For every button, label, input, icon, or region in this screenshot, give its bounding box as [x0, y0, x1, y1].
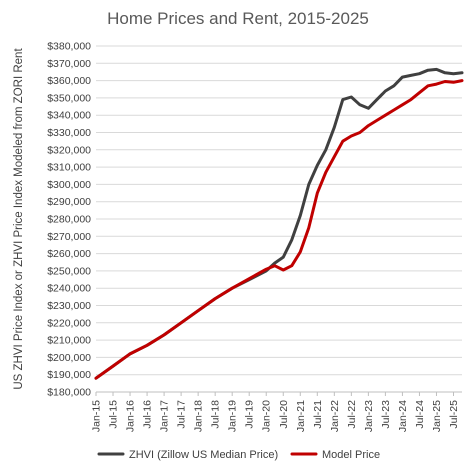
- y-tick-label: $310,000: [47, 162, 91, 174]
- y-tick-label: $210,000: [47, 335, 91, 347]
- y-tick-label: $330,000: [47, 127, 91, 139]
- x-tick-label: Jul-19: [244, 400, 256, 429]
- y-tick-label: $180,000: [47, 387, 91, 399]
- x-tick-label: Jan-25: [431, 400, 443, 432]
- model-price-series-line: [94, 79, 464, 380]
- x-tick-label: Jan-15: [91, 400, 103, 432]
- x-tick-label: Jan-20: [261, 400, 273, 432]
- y-tick-labels: $180,000 $190,000 $200,000 $210,000 $220,000…: [47, 41, 91, 399]
- x-tick-label: Jul-18: [210, 400, 222, 429]
- x-tick-label: Jul-21: [312, 400, 324, 429]
- y-tick-label: $260,000: [47, 248, 91, 260]
- y-tick-label: $230,000: [47, 300, 91, 312]
- legend: ZHVI (Zillow US Median Price) Model Price: [97, 449, 380, 461]
- y-tick-label: $320,000: [47, 144, 91, 156]
- x-tick-label: Jul-17: [176, 400, 188, 429]
- x-tick-label: Jul-15: [108, 400, 120, 429]
- y-tick-label: $220,000: [47, 317, 91, 329]
- zhvi-series-line: [94, 67, 464, 380]
- y-axis-title: US ZHVI Price Index or ZHVI Price Index …: [13, 48, 25, 390]
- x-tick-label: Jul-22: [346, 400, 358, 429]
- x-tick-label: Jan-24: [397, 400, 409, 432]
- y-tick-label: $200,000: [47, 352, 91, 364]
- y-tick-label: $370,000: [47, 58, 91, 70]
- series-lines: [94, 67, 464, 380]
- x-tick-label: Jan-16: [125, 400, 137, 432]
- x-tick-labels: Jan-15 Jul-15 Jan-16 Jul-16 Jan-17 Jul-17 Jan-…: [91, 392, 460, 432]
- x-tick-label: Jan-23: [363, 400, 375, 432]
- y-tick-label: $280,000: [47, 214, 91, 226]
- x-tick-label: Jan-19: [227, 400, 239, 432]
- y-tick-label: $240,000: [47, 283, 91, 295]
- y-tick-label: $340,000: [47, 110, 91, 122]
- x-tick-label: Jan-17: [159, 400, 171, 432]
- x-tick-label: Jul-25: [448, 400, 460, 429]
- x-tick-label: Jan-22: [329, 400, 341, 432]
- x-tick-label: Jul-24: [414, 400, 426, 429]
- y-tick-label: $300,000: [47, 179, 91, 191]
- legend-label: Model Price: [322, 449, 380, 461]
- x-tick-label: Jul-16: [142, 400, 154, 429]
- y-tick-label: $380,000: [47, 41, 91, 53]
- x-tick-label: Jan-18: [193, 400, 205, 432]
- gridlines: [96, 45, 462, 393]
- y-tick-label: $190,000: [47, 369, 91, 381]
- legend-item-model-price: Model Price: [290, 449, 380, 461]
- y-tick-label: $290,000: [47, 196, 91, 208]
- chart-title: Home Prices and Rent, 2015-2025: [107, 9, 369, 28]
- y-tick-label: $360,000: [47, 75, 91, 87]
- x-tick-label: Jan-21: [295, 400, 307, 432]
- x-tick-label: Jul-20: [278, 400, 290, 429]
- y-tick-label: $350,000: [47, 92, 91, 104]
- legend-label: ZHVI (Zillow US Median Price): [129, 449, 278, 461]
- x-tick-label: Jul-23: [380, 400, 392, 429]
- legend-item-zhvi: ZHVI (Zillow US Median Price): [97, 449, 278, 461]
- y-tick-label: $270,000: [47, 231, 91, 243]
- y-tick-label: $250,000: [47, 265, 91, 277]
